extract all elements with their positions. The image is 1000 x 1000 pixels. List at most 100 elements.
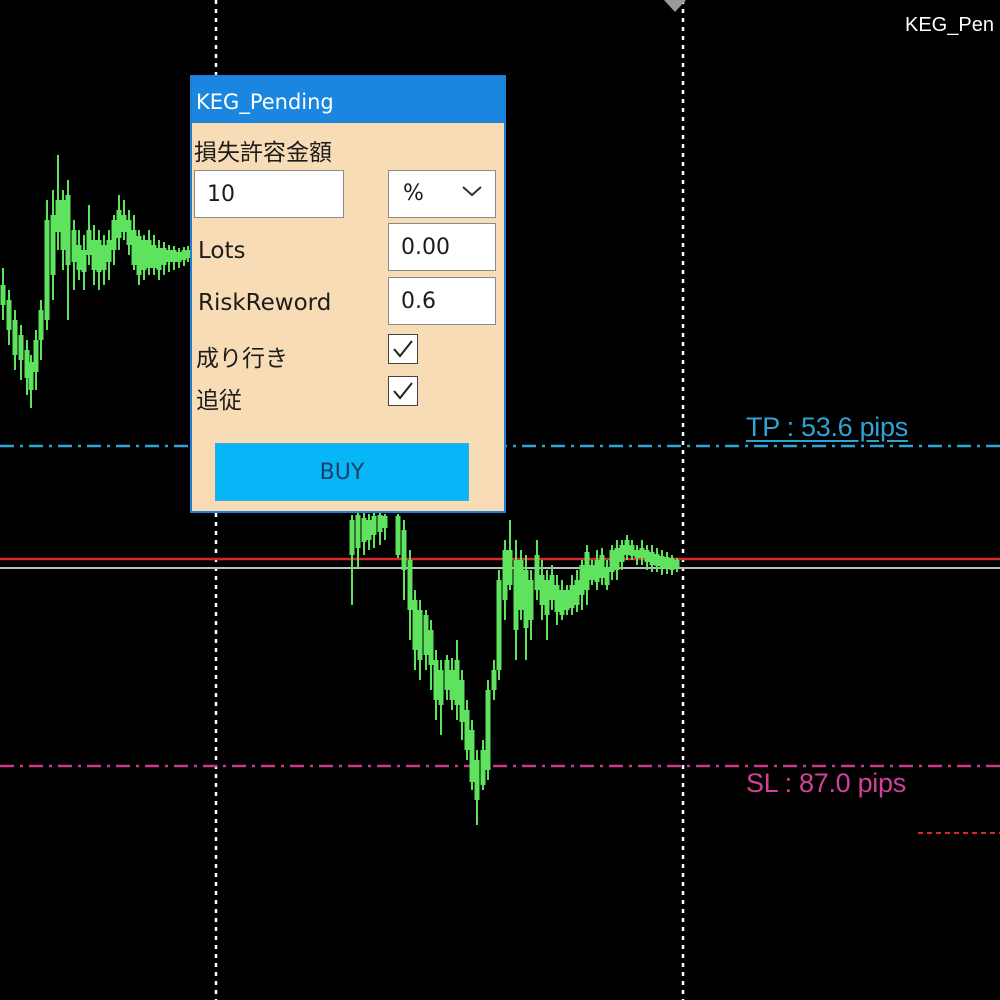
candle-body — [523, 570, 529, 628]
candle-body — [121, 215, 127, 232]
candle-body — [176, 252, 182, 262]
check-icon — [393, 340, 413, 358]
candle-body — [181, 250, 187, 260]
candle-body — [609, 550, 615, 572]
candle-body — [106, 240, 112, 262]
candle-body — [171, 250, 177, 262]
candle-body — [50, 215, 56, 275]
candle-body — [654, 554, 660, 566]
tp-label: TP : 53.6 pips — [746, 412, 908, 442]
candle-body — [18, 335, 24, 360]
candle-body — [185, 250, 191, 258]
candle-body — [131, 230, 137, 265]
candle-body — [469, 730, 475, 782]
candle-body — [496, 580, 502, 670]
candle-body — [38, 310, 44, 340]
candle-body — [664, 557, 670, 568]
candle-body — [659, 556, 665, 568]
risk-unit-select[interactable]: % — [388, 170, 496, 218]
candle-body — [44, 220, 50, 320]
chevron-down-icon — [461, 183, 483, 202]
candle-body — [156, 248, 162, 270]
candle-body — [395, 516, 401, 555]
candle-body — [634, 550, 640, 558]
candle-body — [412, 600, 418, 650]
candle-body — [669, 558, 675, 570]
candle-body — [6, 300, 12, 330]
candle-body — [539, 575, 545, 605]
candle-body — [151, 245, 157, 268]
candle-body — [126, 220, 132, 245]
candle-body — [454, 660, 460, 705]
candle-body — [12, 320, 18, 355]
candle-body — [574, 580, 580, 605]
candle-body — [639, 548, 645, 558]
market-order-label: 成り行き — [196, 346, 288, 372]
risk-unit-value: % — [403, 181, 424, 206]
candle-body — [619, 545, 625, 562]
market-order-checkbox[interactable] — [388, 334, 418, 364]
candle-body — [86, 230, 92, 255]
panel-title[interactable]: KEG_Pending — [192, 77, 504, 123]
chart-shift-marker[interactable] — [664, 0, 686, 12]
candle-body — [101, 245, 107, 270]
candle-body — [28, 362, 34, 390]
candle-body — [474, 760, 480, 800]
check-icon — [393, 382, 413, 400]
candle-body — [136, 236, 142, 275]
candle-body — [449, 670, 455, 700]
candle-body — [96, 240, 102, 272]
candle-body — [166, 250, 172, 262]
candle-body — [674, 560, 680, 568]
candle-body — [624, 540, 630, 555]
candle-body — [491, 670, 497, 690]
sl-label: SL : 87.0 pips — [746, 768, 906, 798]
candle-body — [60, 200, 66, 250]
candle-body — [444, 660, 450, 690]
chart-window-label: KEG_Pen — [905, 14, 994, 36]
candle-body — [614, 548, 620, 570]
candle-body — [513, 560, 519, 630]
candle-body — [464, 710, 470, 750]
risk-reward-input[interactable] — [388, 277, 496, 325]
candle-body — [81, 250, 87, 272]
candle-body — [71, 230, 77, 262]
risk-reward-label: RiskReword — [198, 290, 332, 316]
candle-body — [407, 560, 413, 610]
lots-input[interactable] — [388, 223, 496, 271]
candle-body — [502, 550, 508, 600]
candle-body — [146, 240, 152, 268]
candle-body — [559, 590, 565, 615]
keg-pending-panel: KEG_Pending 損失許容金額 % Lots RiskReword 成り行… — [190, 75, 506, 513]
candle-body — [604, 568, 610, 585]
candle-body — [382, 516, 388, 528]
candle-body — [377, 515, 383, 532]
candle-body — [91, 240, 97, 270]
candle-body — [564, 590, 570, 610]
candle-body — [549, 575, 555, 600]
candle-body — [55, 200, 61, 232]
candle-body — [599, 555, 605, 578]
risk-amount-input[interactable] — [194, 170, 344, 218]
candle-body — [24, 350, 30, 378]
candle-body — [65, 195, 71, 265]
candle-body — [423, 615, 429, 655]
candle-body — [161, 248, 167, 265]
candle-body — [141, 240, 147, 270]
candle-body — [0, 285, 6, 305]
candle-body — [428, 630, 434, 665]
candle-body — [433, 660, 439, 700]
candle-body — [569, 585, 575, 608]
candle-body — [366, 520, 372, 540]
lots-label: Lots — [198, 238, 246, 264]
buy-button[interactable]: BUY — [215, 443, 469, 501]
candles — [0, 155, 680, 825]
candle-body — [480, 750, 486, 785]
candle-body — [401, 530, 407, 570]
candle-body — [518, 560, 524, 610]
candle-body — [33, 340, 39, 372]
candle-body — [629, 545, 635, 556]
trailing-checkbox[interactable] — [388, 376, 418, 406]
candle-body — [371, 516, 377, 535]
